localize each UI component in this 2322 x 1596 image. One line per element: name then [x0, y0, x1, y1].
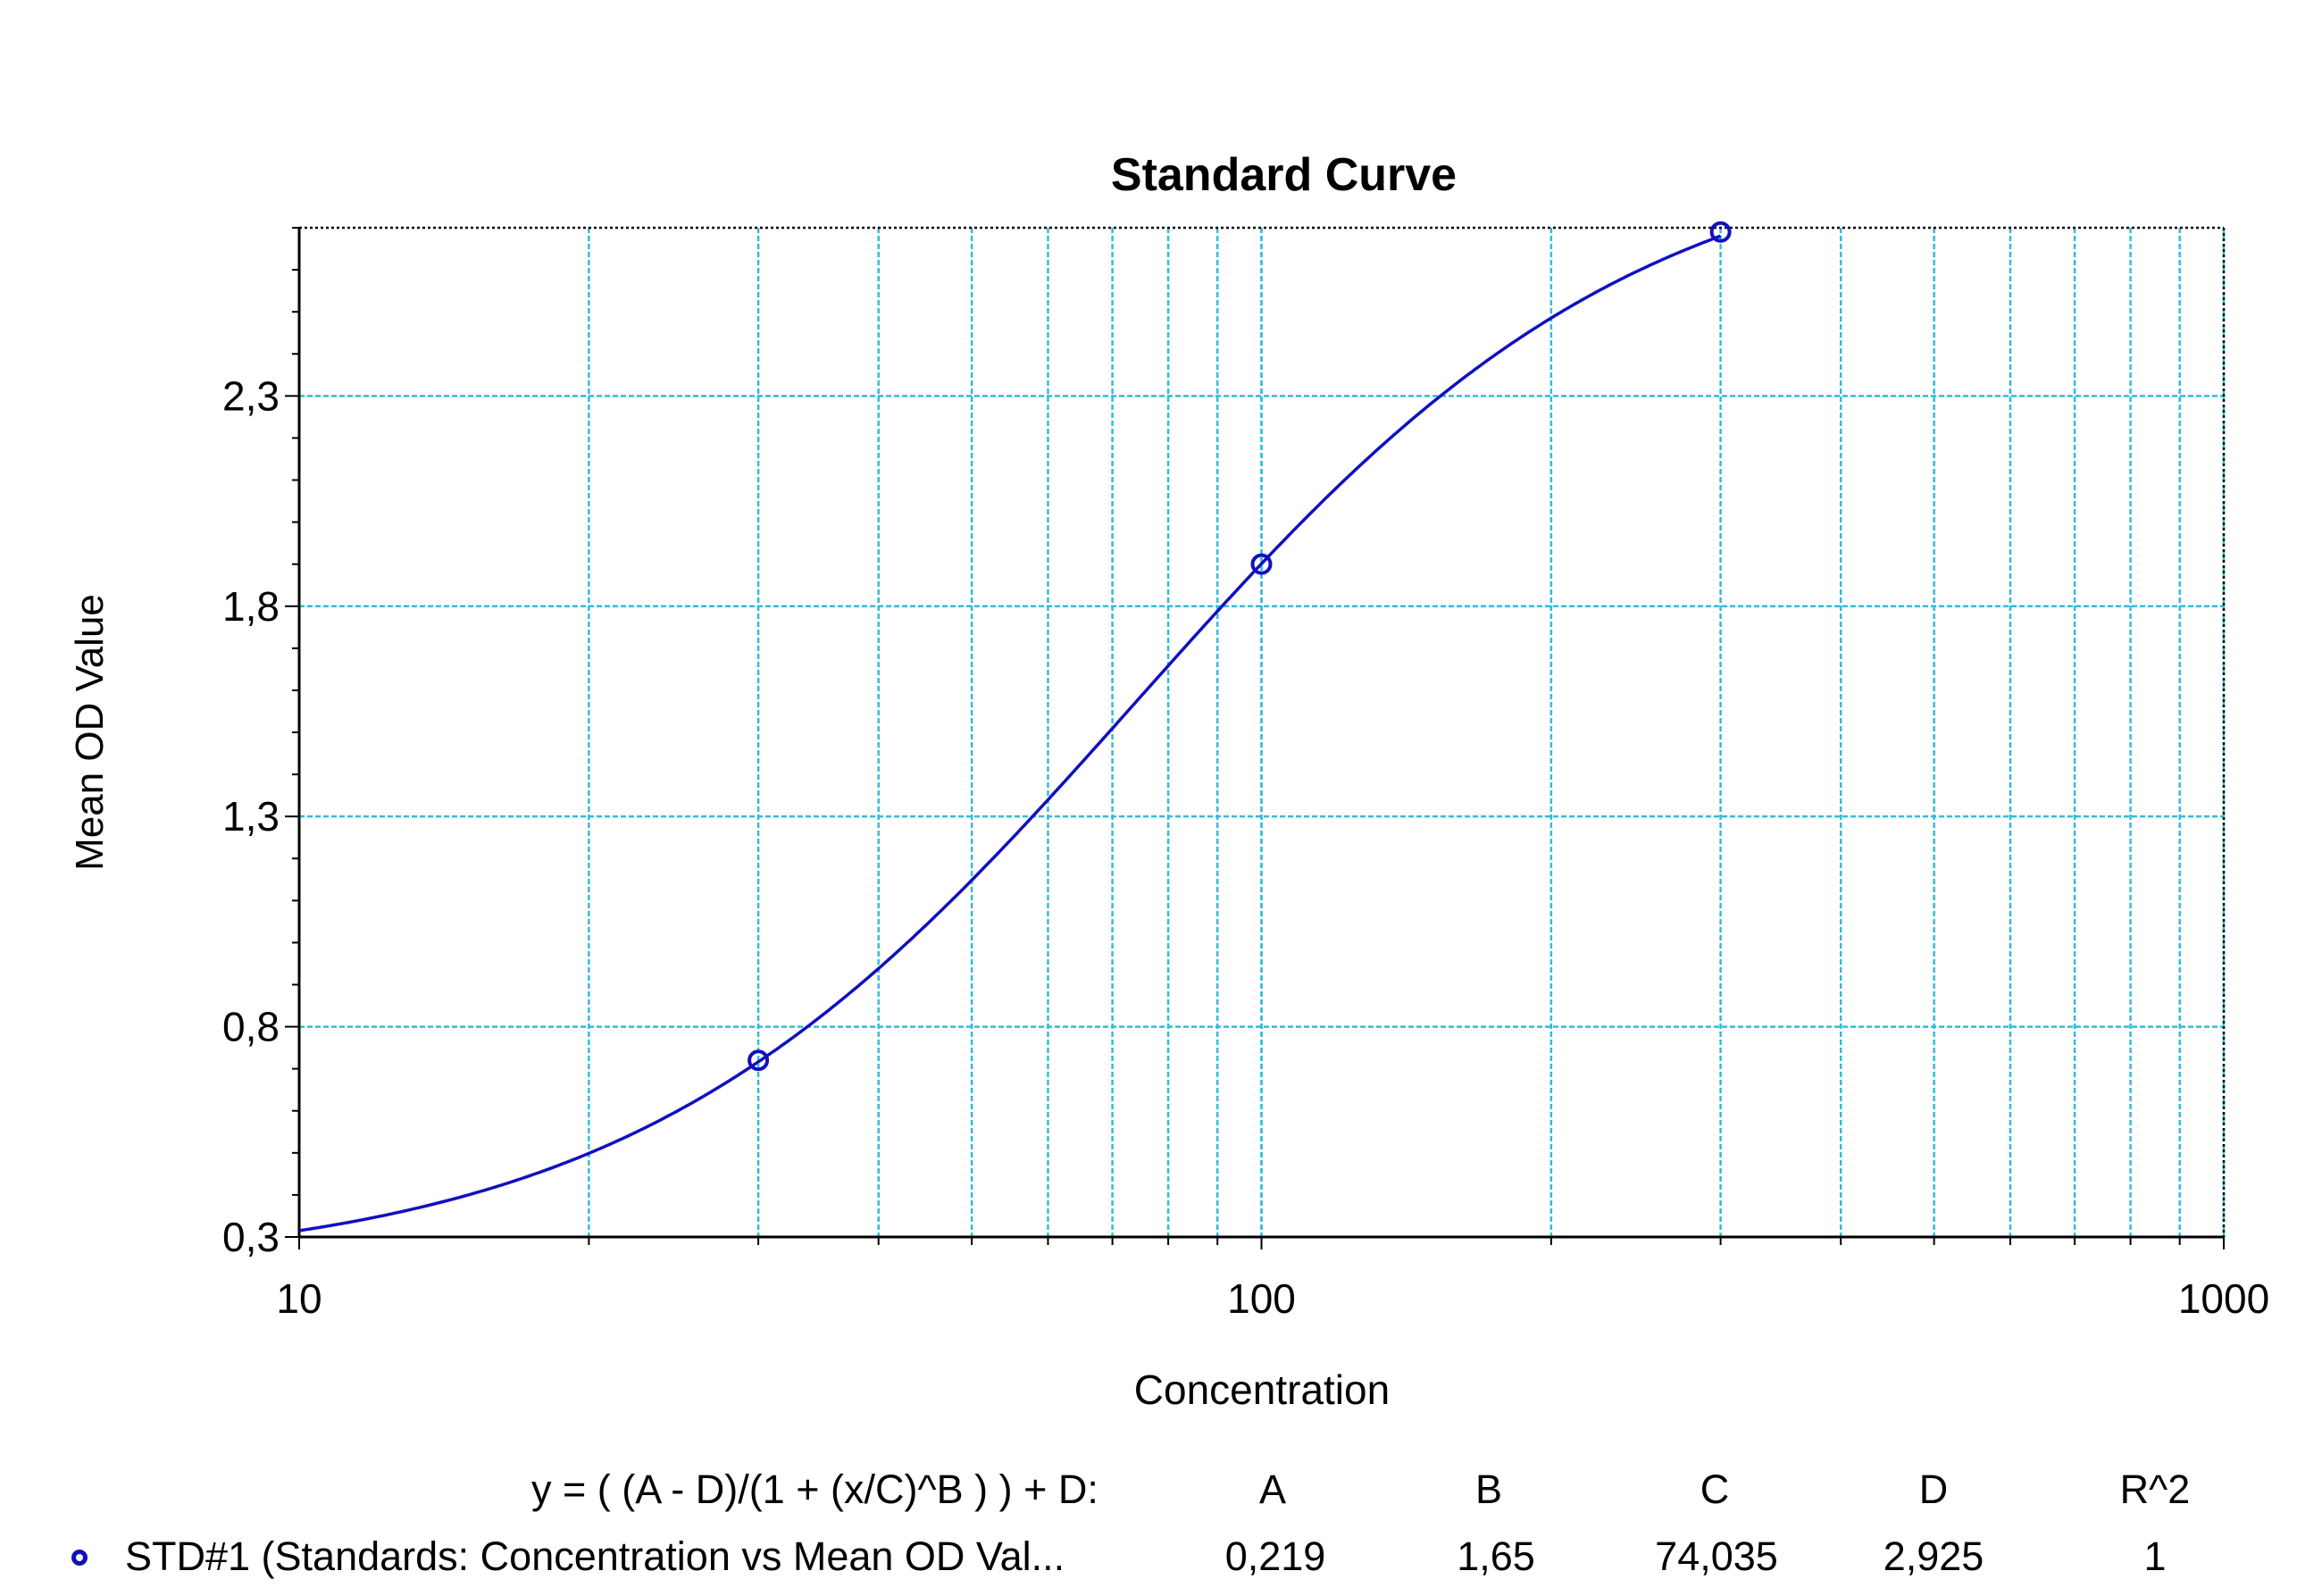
y-tick-label: 1,8	[222, 583, 280, 630]
y-tick-label: 0,3	[222, 1214, 280, 1260]
x-tick-label: 1000	[2178, 1275, 2269, 1322]
data-point	[748, 1049, 770, 1072]
legend-value-c: 74,035	[1655, 1533, 1778, 1579]
data-point	[1709, 221, 1732, 243]
axis-labels: Standard Curve 10 100 1000 0,3 0,8 1,3 1,8 2,3 Co…	[68, 149, 2269, 1413]
x-axis-label: Concentration	[1134, 1366, 1390, 1413]
y-tick-label: 1,3	[222, 793, 280, 840]
legend-series-label: STD#1 (Standards: Concentration vs Mean …	[125, 1533, 1065, 1579]
y-tick-label: 0,8	[222, 1004, 280, 1050]
y-tick-label: 2,3	[222, 372, 280, 419]
legend-value-r2: 1	[2143, 1533, 2167, 1579]
data-point	[1250, 553, 1273, 575]
circle-marker-icon	[71, 1550, 88, 1566]
legend-value-a: 0,219	[1224, 1533, 1326, 1579]
legend-header-r2: R^2	[2119, 1466, 2191, 1512]
fit-curve-line	[298, 234, 1722, 1233]
fit-curve	[298, 234, 1722, 1233]
legend-header-b: B	[1474, 1466, 1503, 1512]
legend-value-d: 2,925	[1883, 1533, 1984, 1579]
legend-value-b: 1,65	[1457, 1533, 1535, 1579]
x-tick-label: 10	[276, 1275, 322, 1322]
legend-header-a: A	[1258, 1466, 1287, 1512]
legend-equation: y = ( (A - D)/(1 + (x/C)^B ) ) + D:	[531, 1466, 1098, 1512]
legend-header-c: C	[1700, 1466, 1730, 1512]
chart-title: Standard Curve	[1111, 149, 1457, 201]
axes	[285, 226, 2226, 1249]
grid-lines	[297, 228, 2226, 1239]
y-axis-label: Mean OD Value	[68, 594, 112, 871]
legend-header-d: D	[1918, 1466, 1949, 1512]
x-tick-label: 100	[1227, 1275, 1296, 1322]
data-points	[748, 221, 1732, 1072]
